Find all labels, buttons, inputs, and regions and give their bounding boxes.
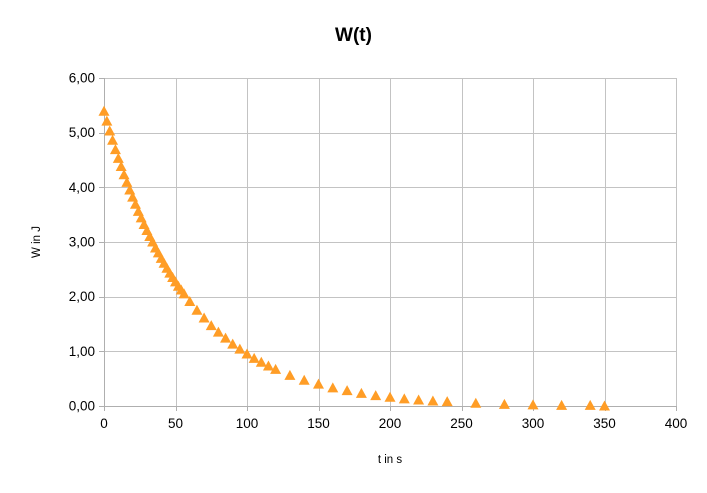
x-tick-label: 350: [593, 416, 616, 431]
x-axis-title: t in s: [377, 454, 403, 466]
data-point-marker: [284, 369, 296, 380]
data-point-marker: [112, 152, 124, 163]
data-point-marker: [104, 125, 116, 136]
data-point-marker: [198, 312, 210, 323]
x-tick-label: 100: [236, 416, 259, 431]
data-point-marker: [527, 399, 539, 410]
x-tick-label: 0: [100, 416, 108, 431]
x-tick-label: 150: [307, 416, 330, 431]
data-point-marker: [413, 394, 425, 405]
data-point-marker: [599, 400, 610, 411]
y-tick-label: 3,00: [69, 235, 95, 250]
data-point-marker: [241, 348, 253, 359]
data-point-marker: [384, 391, 396, 402]
data-point-marker: [220, 332, 232, 343]
data-point-marker: [109, 144, 121, 155]
data-point-marker: [498, 398, 510, 409]
data-point-marker: [107, 134, 119, 145]
x-tick-label: 250: [450, 416, 473, 431]
data-point-marker: [313, 378, 324, 389]
data-point-marker: [212, 326, 224, 337]
x-tick-label: 400: [665, 416, 688, 431]
data-point-marker: [341, 385, 353, 396]
data-point-marker: [327, 382, 339, 393]
x-tick-label: 200: [379, 416, 402, 431]
data-point-marker: [234, 343, 246, 354]
y-tick-label: 0,00: [69, 399, 95, 414]
data-point-marker: [248, 352, 260, 363]
data-point-marker: [584, 399, 596, 410]
data-point-marker: [470, 397, 482, 408]
x-tick-label: 50: [168, 416, 183, 431]
y-tick-label: 2,00: [69, 289, 95, 304]
data-point-marker: [178, 288, 190, 299]
data-point-marker: [118, 169, 130, 180]
x-tick-label: 300: [522, 416, 545, 431]
chart-title: W(t): [335, 25, 372, 46]
data-point-marker: [191, 304, 203, 315]
data-point-marker: [398, 393, 410, 404]
data-point-marker: [255, 356, 267, 367]
data-point-marker: [184, 296, 196, 307]
data-point-marker: [556, 399, 568, 410]
data-point-marker: [115, 161, 127, 172]
data-point-marker: [441, 396, 453, 407]
data-point-marker: [205, 320, 217, 331]
data-point-marker: [262, 360, 274, 371]
data-point-marker: [298, 374, 310, 385]
data-point-marker: [355, 387, 367, 398]
data-point-marker: [270, 363, 282, 374]
y-tick-label: 5,00: [69, 125, 95, 140]
y-axis-title: W in J: [31, 226, 43, 258]
y-tick-label: 1,00: [69, 344, 95, 359]
data-point-marker: [121, 176, 133, 187]
y-tick-label: 4,00: [69, 180, 95, 195]
data-point-marker: [427, 395, 439, 406]
data-point-marker: [98, 105, 110, 116]
data-point-marker: [370, 390, 382, 401]
data-point-marker: [101, 115, 113, 126]
data-point-marker: [227, 338, 239, 349]
y-tick-label: 6,00: [69, 71, 95, 86]
